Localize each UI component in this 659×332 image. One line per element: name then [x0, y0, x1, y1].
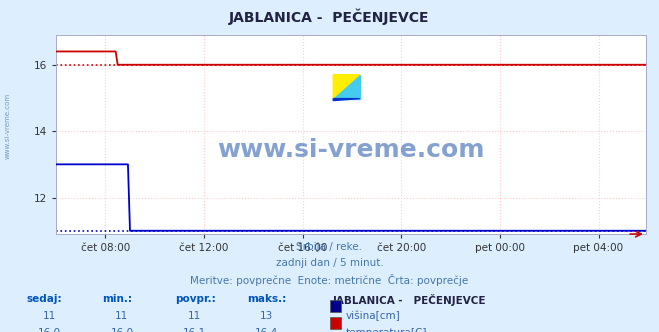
Text: 11: 11: [115, 311, 129, 321]
Text: JABLANICA -   PEČENJEVCE: JABLANICA - PEČENJEVCE: [333, 294, 486, 306]
Text: temperatura[C]: temperatura[C]: [345, 328, 427, 332]
Text: 16,0: 16,0: [38, 328, 61, 332]
Polygon shape: [333, 75, 360, 99]
Polygon shape: [333, 75, 360, 99]
Text: www.si-vreme.com: www.si-vreme.com: [217, 138, 484, 162]
Text: www.si-vreme.com: www.si-vreme.com: [5, 93, 11, 159]
Text: maks.:: maks.:: [247, 294, 287, 304]
Polygon shape: [333, 99, 360, 101]
Text: 16,0: 16,0: [110, 328, 134, 332]
Text: 13: 13: [260, 311, 273, 321]
Text: povpr.:: povpr.:: [175, 294, 215, 304]
Text: Srbija / reke.: Srbija / reke.: [297, 242, 362, 252]
Text: min.:: min.:: [102, 294, 132, 304]
Text: 16,1: 16,1: [183, 328, 206, 332]
Text: 16,4: 16,4: [255, 328, 279, 332]
Text: 11: 11: [43, 311, 56, 321]
Text: JABLANICA -  PEČENJEVCE: JABLANICA - PEČENJEVCE: [229, 8, 430, 25]
Text: 11: 11: [188, 311, 201, 321]
Text: zadnji dan / 5 minut.: zadnji dan / 5 minut.: [275, 258, 384, 268]
Text: višina[cm]: višina[cm]: [345, 311, 400, 321]
Text: Meritve: povprečne  Enote: metrične  Črta: povprečje: Meritve: povprečne Enote: metrične Črta:…: [190, 274, 469, 286]
Text: sedaj:: sedaj:: [26, 294, 62, 304]
